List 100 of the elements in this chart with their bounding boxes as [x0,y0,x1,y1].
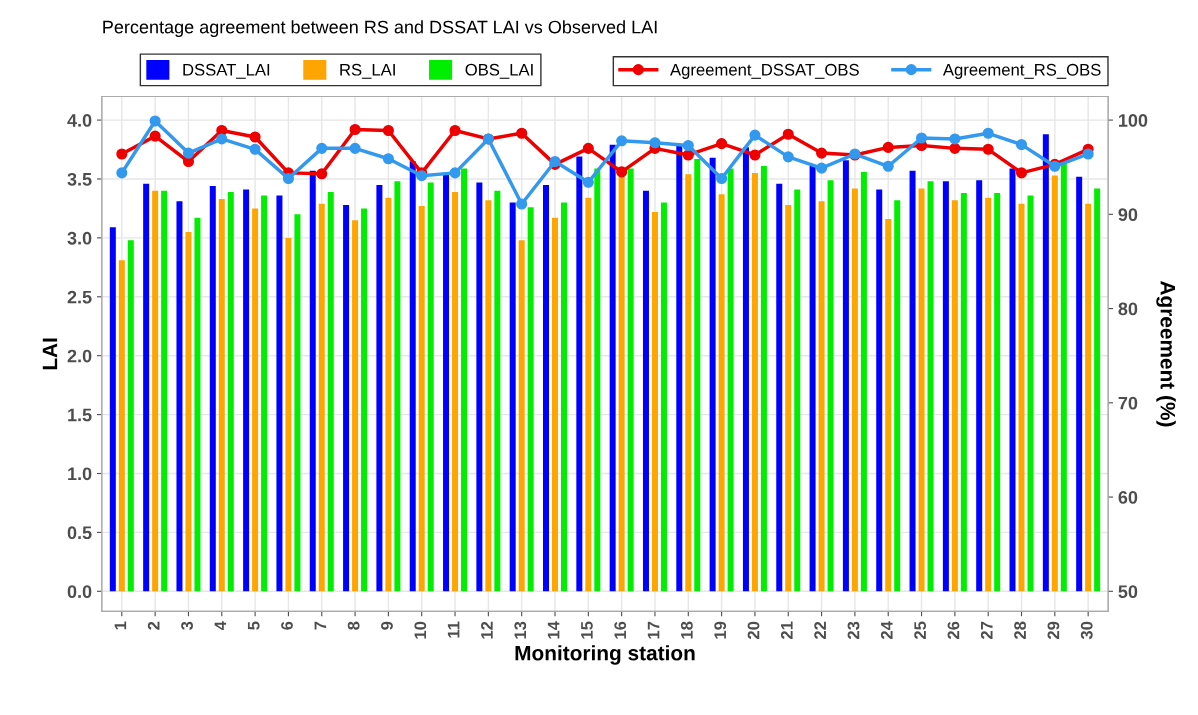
y-tick-label: 2.5 [67,290,92,304]
y-tick-label: 3.0 [67,231,92,245]
point [616,166,628,178]
x-tick-label: 20 [747,621,760,640]
x-tick-label: 23 [847,621,860,640]
bar [642,190,649,592]
point [816,147,828,159]
bar [376,184,383,592]
bar [576,156,583,592]
legend-label: DSSAT_LAI [183,63,270,79]
point [382,124,394,137]
bar [909,170,916,592]
y2-tick-label: 70 [1118,396,1138,410]
bar [143,183,150,592]
bar [161,190,168,592]
bar [860,171,867,592]
bar [751,173,758,592]
point [749,149,761,161]
bar [785,204,792,592]
bar [261,195,268,592]
bar [218,199,225,592]
bar [485,200,492,592]
point [949,133,961,145]
x-tick-label: 10 [414,621,427,639]
bar [243,189,250,592]
x-tick-label: 3 [181,621,193,630]
bar [627,168,634,592]
bar [527,207,534,592]
bar [127,240,134,592]
bar [343,204,350,592]
bar [394,181,401,592]
bar [818,201,825,592]
bar [760,166,767,592]
bar [227,191,234,592]
bar [894,200,901,592]
bar [809,166,816,592]
point [582,142,594,154]
bar [294,214,301,592]
y2-tick-label: 50 [1118,585,1138,599]
bar [685,174,692,592]
point [1015,167,1028,179]
x-axis-title: Monitoring station [515,645,695,665]
x-tick-label: 9 [381,621,393,630]
x-tick-label: 14 [547,621,560,639]
bar [518,240,525,592]
bar [842,160,849,592]
bar [185,232,192,592]
point [282,172,294,185]
point [982,143,994,155]
bar [152,190,159,592]
point [782,128,794,140]
legend-label: Agreement_DSSAT_OBS [670,63,859,79]
point [216,133,228,145]
bar [452,191,459,592]
bar [461,168,468,592]
point [349,142,361,154]
x-tick-label: 30 [1080,621,1093,640]
bar [276,195,283,592]
bar [1018,203,1025,592]
point [116,167,128,179]
x-tick-label: 5 [247,621,260,630]
x-tick-label: 16 [614,621,627,639]
bar [176,201,183,592]
x-tick-label: 27 [980,621,993,640]
bar [509,202,516,592]
bar [109,227,116,592]
bar [609,144,616,592]
bar [976,180,983,592]
bar [494,190,501,592]
x-tick-label: 8 [347,621,360,630]
bar [118,260,125,592]
bar [727,168,734,592]
point [882,141,894,153]
point [782,151,794,163]
point [249,131,261,143]
bar [318,203,325,592]
point [1015,139,1028,151]
bar [794,189,801,592]
bar [985,197,992,592]
point [349,123,361,136]
bar [543,184,550,592]
bar [1085,203,1092,592]
point [682,149,694,161]
bar [1051,175,1058,592]
y2-tick-label: 100 [1119,114,1148,127]
x-tick-label: 7 [314,621,327,630]
x-tick-label: 6 [281,621,293,630]
bar [660,202,667,592]
bar [927,181,934,592]
y-tick-label: 1.0 [68,467,92,481]
point [149,130,161,142]
x-tick-label: 12 [481,621,493,639]
bar [1060,162,1067,592]
bar [709,157,716,592]
point [882,160,894,172]
bar [994,193,1001,592]
bar [561,202,567,592]
point [516,127,528,139]
bar [651,211,658,592]
bar [443,173,450,592]
